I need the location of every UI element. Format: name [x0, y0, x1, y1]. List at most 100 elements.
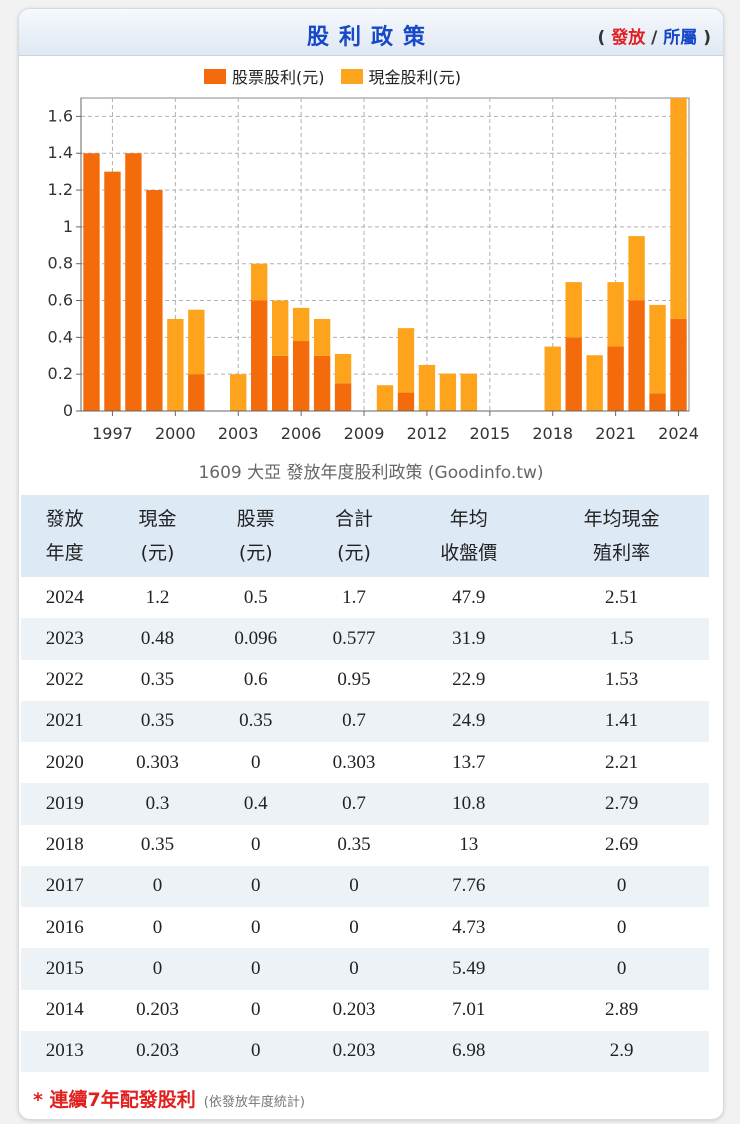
table-cell: 0.35 [337, 834, 371, 856]
table-row: 2021 0.35 0.35 0.7 24.9 1.41 [21, 700, 709, 742]
table-cell: 0 [304, 865, 404, 907]
table-cell: 2021 [21, 700, 109, 742]
header-line-2: 年度 [45, 542, 84, 564]
dividend-policy-card: 股利政策 ( 發放 / 所屬 ) 股票股利(元) 現金股利(元) 0 0.2 0.4… [18, 8, 724, 1120]
table-cell: 0.48 [108, 618, 207, 660]
header-line-1: 現金 [138, 508, 177, 530]
table-header-row: 發放 年度 現金 (元) 股票 (元) 合計 (元) 年均 收盤價 年均現金 殖利率 [21, 495, 709, 577]
table-cell: 0.303 [136, 751, 179, 773]
table-cell: 2.51 [604, 586, 639, 608]
table-cell: 2016 [45, 916, 84, 938]
table-cell: 24.9 [403, 700, 535, 742]
legend-swatch-cash [340, 68, 363, 84]
toggle-issue-link[interactable]: 發放 [611, 28, 646, 48]
y-tick-label: 1.6 [48, 106, 73, 125]
table-header-cell: 現金 (元) [108, 495, 207, 577]
bar-cash [418, 364, 436, 411]
footnote-text: * 連續7年配發股利 [33, 1089, 196, 1111]
table-cell: 1.7 [342, 586, 366, 608]
table-cell: 0 [251, 834, 261, 856]
bar-stock [334, 383, 352, 411]
table-row: 2023 0.48 0.096 0.577 31.9 1.5 [21, 618, 709, 660]
bar-cash [188, 309, 205, 375]
table-header-cell: 合計 (元) [304, 495, 404, 577]
table-cell: 0.4 [206, 783, 305, 825]
legend-item-stock[interactable]: 股票股利(元) [204, 64, 325, 88]
table-cell: 0.35 [140, 834, 175, 856]
x-tick-label: 2009 [344, 424, 385, 443]
table-cell: 2024 [45, 586, 84, 608]
legend-label-cash: 現金股利(元) [368, 68, 462, 87]
bar-cash [649, 304, 666, 394]
table-cell: 0 [534, 948, 709, 990]
card-title: 股利政策 [306, 25, 435, 50]
table-cell: 0.3 [108, 783, 207, 825]
bar-stock [649, 393, 666, 411]
bar-cash [313, 318, 331, 356]
y-tick-label: 1 [63, 217, 73, 236]
table-cell: 2020 [45, 751, 84, 773]
table-cell: 10.8 [403, 783, 535, 825]
bar-cash [586, 355, 603, 411]
table-cell: 2023 [21, 618, 109, 660]
x-tick-label: 2012 [407, 424, 448, 443]
table-cell: 0.7 [304, 700, 404, 742]
legend-item-cash[interactable]: 現金股利(元) [340, 64, 462, 88]
table-cell: 13 [459, 834, 479, 856]
footnote: * 連續7年配發股利 (依發放年度統計) [33, 1085, 305, 1112]
table-row: 2019 0.3 0.4 0.7 10.8 2.79 [21, 783, 709, 825]
table-cell: 6.98 [403, 1030, 535, 1072]
table-row: 2018 0.35 0 0.35 13 2.69 [21, 825, 709, 866]
table-cell: 0 [349, 916, 359, 938]
table-body: 2024 1.2 0.5 1.7 47.9 2.51 2023 0.48 0.096 0.577 3… [21, 577, 709, 1072]
table-row: 2024 1.2 0.5 1.7 47.9 2.51 [21, 577, 709, 618]
y-tick-label: 0.8 [48, 254, 73, 273]
legend-label-stock: 股票股利(元) [232, 68, 325, 87]
table-cell: 47.9 [452, 586, 486, 608]
dividend-table: 發放 年度 現金 (元) 股票 (元) 合計 (元) 年均 收盤價 年均現金 殖利率 2024 1.2 0… [21, 495, 709, 1072]
table-cell: 0 [206, 1030, 305, 1072]
table-cell: 0.7 [304, 783, 404, 825]
header-line-1: 發放 [45, 508, 84, 530]
table-cell: 0.35 [108, 700, 207, 742]
table-cell: 0 [206, 865, 305, 907]
table-cell: 0 [304, 948, 404, 990]
card-header: 股利政策 ( 發放 / 所屬 ) [19, 9, 723, 56]
x-tick-label: 2024 [658, 424, 699, 443]
bar-stock [313, 355, 331, 411]
table-row: 2016 0 0 0 4.73 0 [21, 907, 709, 948]
header-line-1: 年均現金 [583, 508, 660, 530]
table-cell: 2014 [45, 999, 84, 1021]
table-row: 2014 0.203 0 0.203 7.01 2.89 [21, 990, 709, 1031]
table-cell: 4.73 [452, 916, 486, 938]
table-cell: 0.95 [337, 669, 371, 691]
table-cell: 2.89 [604, 999, 639, 1021]
bar-cash [292, 307, 310, 342]
table-cell: 2022 [45, 669, 84, 691]
table-cell: 2.21 [604, 751, 639, 773]
bar-cash [607, 282, 624, 347]
bar-cash [251, 263, 268, 301]
bar-stock [188, 374, 205, 411]
table-cell: 0.5 [243, 586, 268, 608]
bar-stock [607, 346, 624, 411]
header-line-2: (元) [238, 542, 273, 564]
table-cell: 0.203 [136, 999, 179, 1021]
table-row: 2013 0.203 0 0.203 6.98 2.9 [21, 1030, 709, 1072]
bar-cash [628, 236, 645, 301]
header-line-1: 合計 [335, 508, 374, 530]
header-line-2: (元) [140, 542, 175, 564]
table-header-cell: 年均 收盤價 [403, 495, 535, 577]
table-cell: 0 [251, 751, 261, 773]
bar-cash [167, 318, 184, 411]
footnote-sub: (依發放年度統計) [203, 1095, 305, 1110]
bar-stock [670, 318, 687, 411]
header-line-2: 殖利率 [593, 542, 651, 564]
table-cell: 0 [206, 948, 305, 990]
table-row: 2020 0.303 0 0.303 13.7 2.21 [21, 742, 709, 783]
x-tick-label: 2015 [469, 424, 510, 443]
bar-cash [334, 353, 352, 384]
toggle-belong-link[interactable]: 所屬 [663, 28, 698, 48]
table-cell: 0.6 [243, 669, 268, 691]
table-cell: 1.41 [534, 700, 709, 742]
